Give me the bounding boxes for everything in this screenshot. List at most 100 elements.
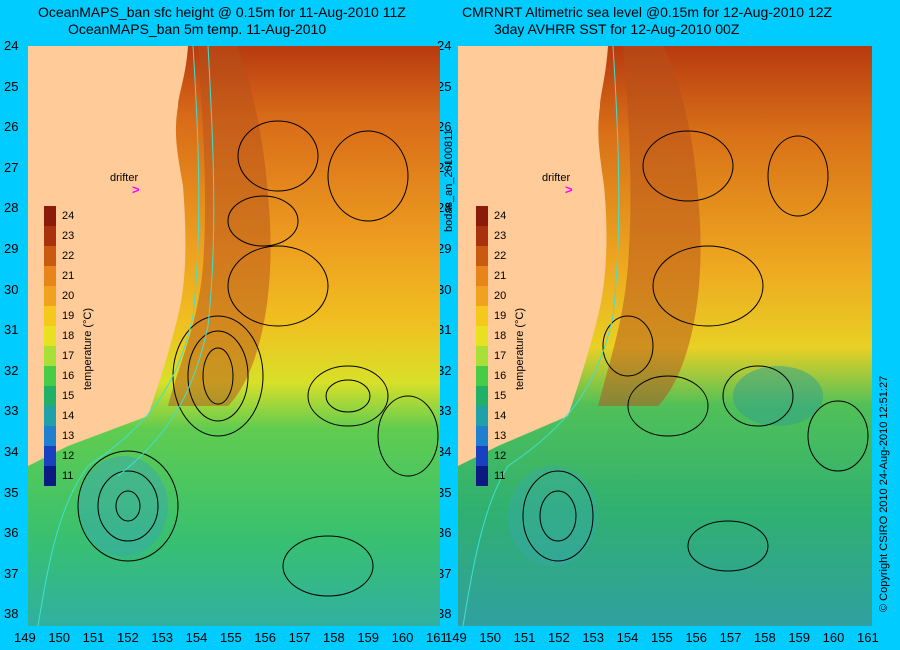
drifter-label-left: drifter xyxy=(110,172,139,184)
colorbar-label: 17 xyxy=(62,350,75,362)
colorbar-label: 15 xyxy=(62,390,75,402)
longitude-tick: 149 xyxy=(14,630,36,645)
colorbar-label: 14 xyxy=(494,410,507,422)
colorbar-label: 20 xyxy=(494,290,507,302)
longitude-tick: 159 xyxy=(788,630,811,645)
latitude-tick: 28 xyxy=(437,200,452,216)
longitude-tick: 151 xyxy=(82,630,105,645)
right-land xyxy=(458,46,608,466)
longitude-tick: 153 xyxy=(582,630,605,645)
latitude-tick: 35 xyxy=(4,484,19,500)
latitude-tick: 24 xyxy=(437,38,452,53)
longitude-tick: 157 xyxy=(288,630,311,645)
colorbar-swatch xyxy=(476,226,488,246)
colorbar-swatch xyxy=(476,426,488,446)
longitude-tick: 160 xyxy=(822,630,845,645)
longitude-tick: 150 xyxy=(48,630,71,645)
colorbar-label: 12 xyxy=(494,450,507,462)
colorbar-label: 14 xyxy=(62,410,75,422)
colorbar-swatch xyxy=(44,426,56,446)
colorbar-swatch xyxy=(476,206,488,226)
colorbar-swatch xyxy=(476,466,488,486)
colorbar-label: 24 xyxy=(62,210,75,222)
latitude-tick: 26 xyxy=(4,119,19,135)
longitude-tick: 160 xyxy=(391,630,414,645)
colorbar-swatch xyxy=(44,366,56,386)
colorbar-label: 21 xyxy=(62,270,75,282)
colorbar-swatch xyxy=(476,386,488,406)
longitude-tick: 156 xyxy=(254,630,277,645)
longitude-tick: 154 xyxy=(185,630,208,645)
colorbar-swatch xyxy=(44,346,56,366)
colorbar-swatch xyxy=(476,326,488,346)
colorbar-label: 22 xyxy=(62,250,75,262)
latitude-tick: 33 xyxy=(437,403,452,419)
left-map-svg xyxy=(28,46,440,626)
latitude-tick: 37 xyxy=(437,565,452,581)
colorbar-swatch xyxy=(476,346,488,366)
longitude-tick: 159 xyxy=(357,630,380,645)
colorbar-label: 23 xyxy=(494,230,507,242)
longitude-tick: 152 xyxy=(548,630,570,645)
latitude-tick: 26 xyxy=(437,119,452,135)
latitude-tick: 30 xyxy=(4,281,19,297)
copyright-label: © Copyright CSIRO 2010 24-Aug-2010 12:51… xyxy=(878,375,890,612)
latitude-tick: 25 xyxy=(437,78,452,94)
colorbar-swatch xyxy=(44,386,56,406)
colorbar-swatch xyxy=(44,246,56,266)
latitude-tick: 36 xyxy=(4,525,19,541)
longitude-tick: 155 xyxy=(220,630,242,645)
longitude-tick: 151 xyxy=(513,630,536,645)
colorbar-swatch xyxy=(476,306,488,326)
longitude-tick: 154 xyxy=(616,630,639,645)
latitude-tick: 31 xyxy=(437,322,452,338)
right-title-line2: 3day AVHRR SST for 12-Aug-2010 00Z xyxy=(494,21,740,37)
colorbar-label: 15 xyxy=(494,390,507,402)
colorbar-label: 24 xyxy=(494,210,507,222)
drifter-marker-right: > xyxy=(565,182,573,197)
right-title-line1: CMRNRT Altimetric sea level @0.15m for 1… xyxy=(462,4,833,20)
colorbar-label: 16 xyxy=(62,370,75,382)
left-title-line1: OceanMAPS_ban sfc height @ 0.15m for 11-… xyxy=(38,4,406,20)
colorbar-swatch xyxy=(476,246,488,266)
latitude-tick: 31 xyxy=(4,322,19,338)
colorbar-swatch xyxy=(44,286,56,306)
colorbar-swatch xyxy=(476,406,488,426)
right-map-svg xyxy=(458,46,872,626)
colorbar-label: 12 xyxy=(62,450,75,462)
colorbar-label: 11 xyxy=(494,470,506,482)
latitude-tick: 24 xyxy=(4,38,19,53)
analysis-id-label: bodas_an_20100811 xyxy=(443,129,455,232)
colorbar-label: 22 xyxy=(494,250,507,262)
latitude-tick: 28 xyxy=(4,200,19,216)
colorbar-swatch xyxy=(44,466,56,486)
colorbar-title: temperature (°C) xyxy=(82,307,94,390)
colorbar-label: 23 xyxy=(62,230,75,242)
longitude-tick: 150 xyxy=(479,630,502,645)
longitude-tick: 155 xyxy=(651,630,673,645)
longitude-tick: 157 xyxy=(719,630,742,645)
longitude-tick: 161 xyxy=(426,630,448,645)
longitude-tick: 156 xyxy=(685,630,708,645)
latitude-tick: 34 xyxy=(437,444,452,459)
colorbar-swatch xyxy=(44,326,56,346)
colorbar-swatch xyxy=(44,226,56,246)
longitude-tick: 152 xyxy=(117,630,139,645)
left-contours xyxy=(77,120,439,597)
colorbar-swatch xyxy=(476,266,488,286)
latitude-tick: 36 xyxy=(437,525,452,541)
colorbar-swatch xyxy=(44,406,56,426)
right-map-panel xyxy=(458,46,872,626)
longitude-tick: 158 xyxy=(754,630,776,645)
colorbar-swatch xyxy=(476,366,488,386)
longitude-tick: 153 xyxy=(151,630,174,645)
colorbar-swatch xyxy=(476,446,488,466)
right-contours xyxy=(522,130,869,572)
left-map-panel xyxy=(28,46,440,626)
colorbar-swatch xyxy=(44,306,56,326)
latitude-tick: 38 xyxy=(4,606,19,622)
colorbar-label: 20 xyxy=(62,290,75,302)
colorbar-label: 11 xyxy=(62,470,74,482)
latitude-tick: 29 xyxy=(4,241,19,256)
colorbar-label: 21 xyxy=(494,270,507,282)
